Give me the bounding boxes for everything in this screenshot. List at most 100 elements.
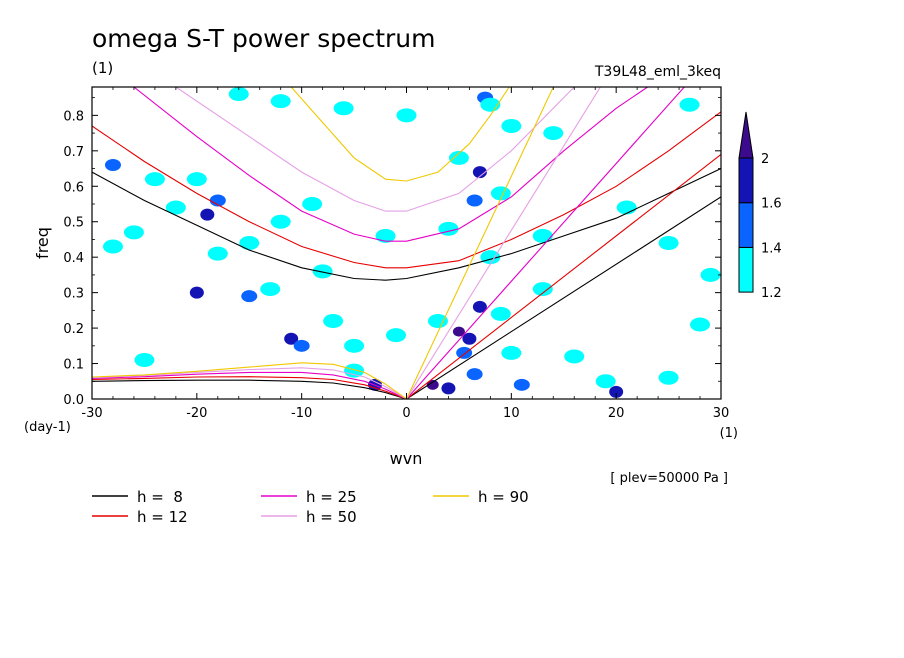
power-patch <box>466 368 483 381</box>
curve-h90-rossby <box>92 362 407 399</box>
power-patch <box>270 214 291 229</box>
power-patch <box>260 282 281 297</box>
power-patch <box>165 200 186 215</box>
legend-label: h = 90 <box>478 488 529 506</box>
legend-label: h = 8 <box>137 488 183 506</box>
y-axis-label: freq <box>33 227 52 259</box>
power-patch <box>209 194 226 207</box>
x-tick-label: 0 <box>402 406 410 421</box>
power-patch <box>679 97 700 112</box>
curve-h25-kelvin <box>406 87 685 399</box>
power-patch <box>207 246 228 261</box>
x-axis-label: wvn <box>390 449 423 468</box>
power-patch <box>438 221 459 236</box>
x-tick-label: 10 <box>503 406 520 421</box>
y-tick-label: 0.8 <box>63 109 84 124</box>
power-patch <box>427 314 448 328</box>
x-tick-label: -30 <box>81 406 102 421</box>
power-patch <box>658 236 679 250</box>
curve-h8-rossby <box>92 379 407 399</box>
curve-h8-er <box>92 168 721 281</box>
colorbar-box <box>738 246 754 293</box>
power-patch <box>344 338 365 353</box>
power-patch <box>284 332 299 345</box>
power-patch <box>333 101 354 116</box>
power-patch <box>200 208 215 221</box>
power-patch <box>452 326 465 337</box>
power-patch <box>441 382 456 395</box>
x-tick-label: -10 <box>291 406 312 421</box>
colorbar-label: 1.4 <box>761 241 782 256</box>
legend-label: h = 12 <box>137 508 188 526</box>
curve-h50-er <box>175 87 575 212</box>
power-patch <box>466 194 483 207</box>
colorbar-label: 1.2 <box>761 286 782 301</box>
y-unit-label: (day-1) <box>24 420 71 435</box>
x-tick-label: 30 <box>713 406 730 421</box>
power-patch <box>490 306 511 321</box>
plot-area <box>92 87 721 399</box>
power-patch <box>658 370 679 385</box>
colorbar-label: 1.6 <box>761 197 782 212</box>
x-tick-label: 20 <box>608 406 625 421</box>
power-patch <box>609 385 624 398</box>
curve-h90-kelvin <box>406 87 554 399</box>
x-axis: -30 -20 -10 0 10 20 30 <box>81 87 729 421</box>
curve-h12-kelvin <box>406 153 721 399</box>
run-label: T39L48_eml_3keq <box>594 64 721 80</box>
power-patch <box>186 172 207 187</box>
curve-h25-er <box>133 87 648 242</box>
y-tick-label: 0.7 <box>63 145 84 160</box>
power-patch <box>312 264 333 279</box>
curve-h8-kelvin <box>406 196 721 399</box>
x-tick-label: -20 <box>186 406 207 421</box>
power-patch <box>595 374 616 389</box>
power-patch <box>501 345 522 360</box>
power-patch <box>700 267 721 282</box>
power-patch <box>123 225 144 240</box>
colorbar: 1.2 1.4 1.6 2 <box>738 111 782 301</box>
power-patch <box>690 317 711 332</box>
power-patch <box>375 228 396 243</box>
power-patch <box>456 346 473 359</box>
curve-h12-rossby <box>92 376 407 399</box>
power-patch <box>513 378 530 391</box>
power-patch <box>462 332 477 345</box>
power-patch <box>239 236 260 250</box>
curve-h25-rossby <box>92 371 407 399</box>
power-patch <box>323 314 344 328</box>
colorbar-extend-triangle <box>738 111 754 159</box>
curve-h50-rossby <box>92 367 407 399</box>
curve-h50-kelvin <box>406 87 601 399</box>
curve-h12-er <box>92 111 721 269</box>
legend-label: h = 25 <box>306 488 357 506</box>
power-patch <box>426 379 439 390</box>
power-patch <box>532 228 553 243</box>
chart-title: omega S-T power spectrum <box>92 24 436 53</box>
power-patch <box>616 200 637 215</box>
power-patch <box>396 108 417 123</box>
power-patch <box>564 349 585 364</box>
y-tick-label: 0.3 <box>63 287 84 302</box>
legend-label: h = 50 <box>306 508 357 526</box>
power-patch <box>104 159 121 171</box>
power-patch <box>344 363 365 378</box>
power-patch <box>302 197 323 211</box>
colorbar-box <box>738 157 754 204</box>
y-axis: 0.0 0.1 0.2 0.3 0.4 0.5 0.6 0.7 0.8 <box>63 97 721 408</box>
y-tick-label: 0.2 <box>63 322 84 337</box>
legend: h = 8 h = 12 h = 25 h = 50 h = 90 <box>92 488 529 526</box>
power-patch <box>472 300 487 313</box>
power-patch <box>472 166 487 179</box>
colorbar-label: 2 <box>761 152 769 167</box>
power-patch <box>448 150 469 165</box>
power-patch <box>241 290 258 303</box>
power-patches <box>102 87 721 398</box>
y-tick-label: 0.4 <box>63 251 84 266</box>
y-tick-label: 0.0 <box>63 393 84 408</box>
power-patch <box>501 119 522 133</box>
power-patch <box>144 172 165 187</box>
power-patch <box>532 282 553 297</box>
